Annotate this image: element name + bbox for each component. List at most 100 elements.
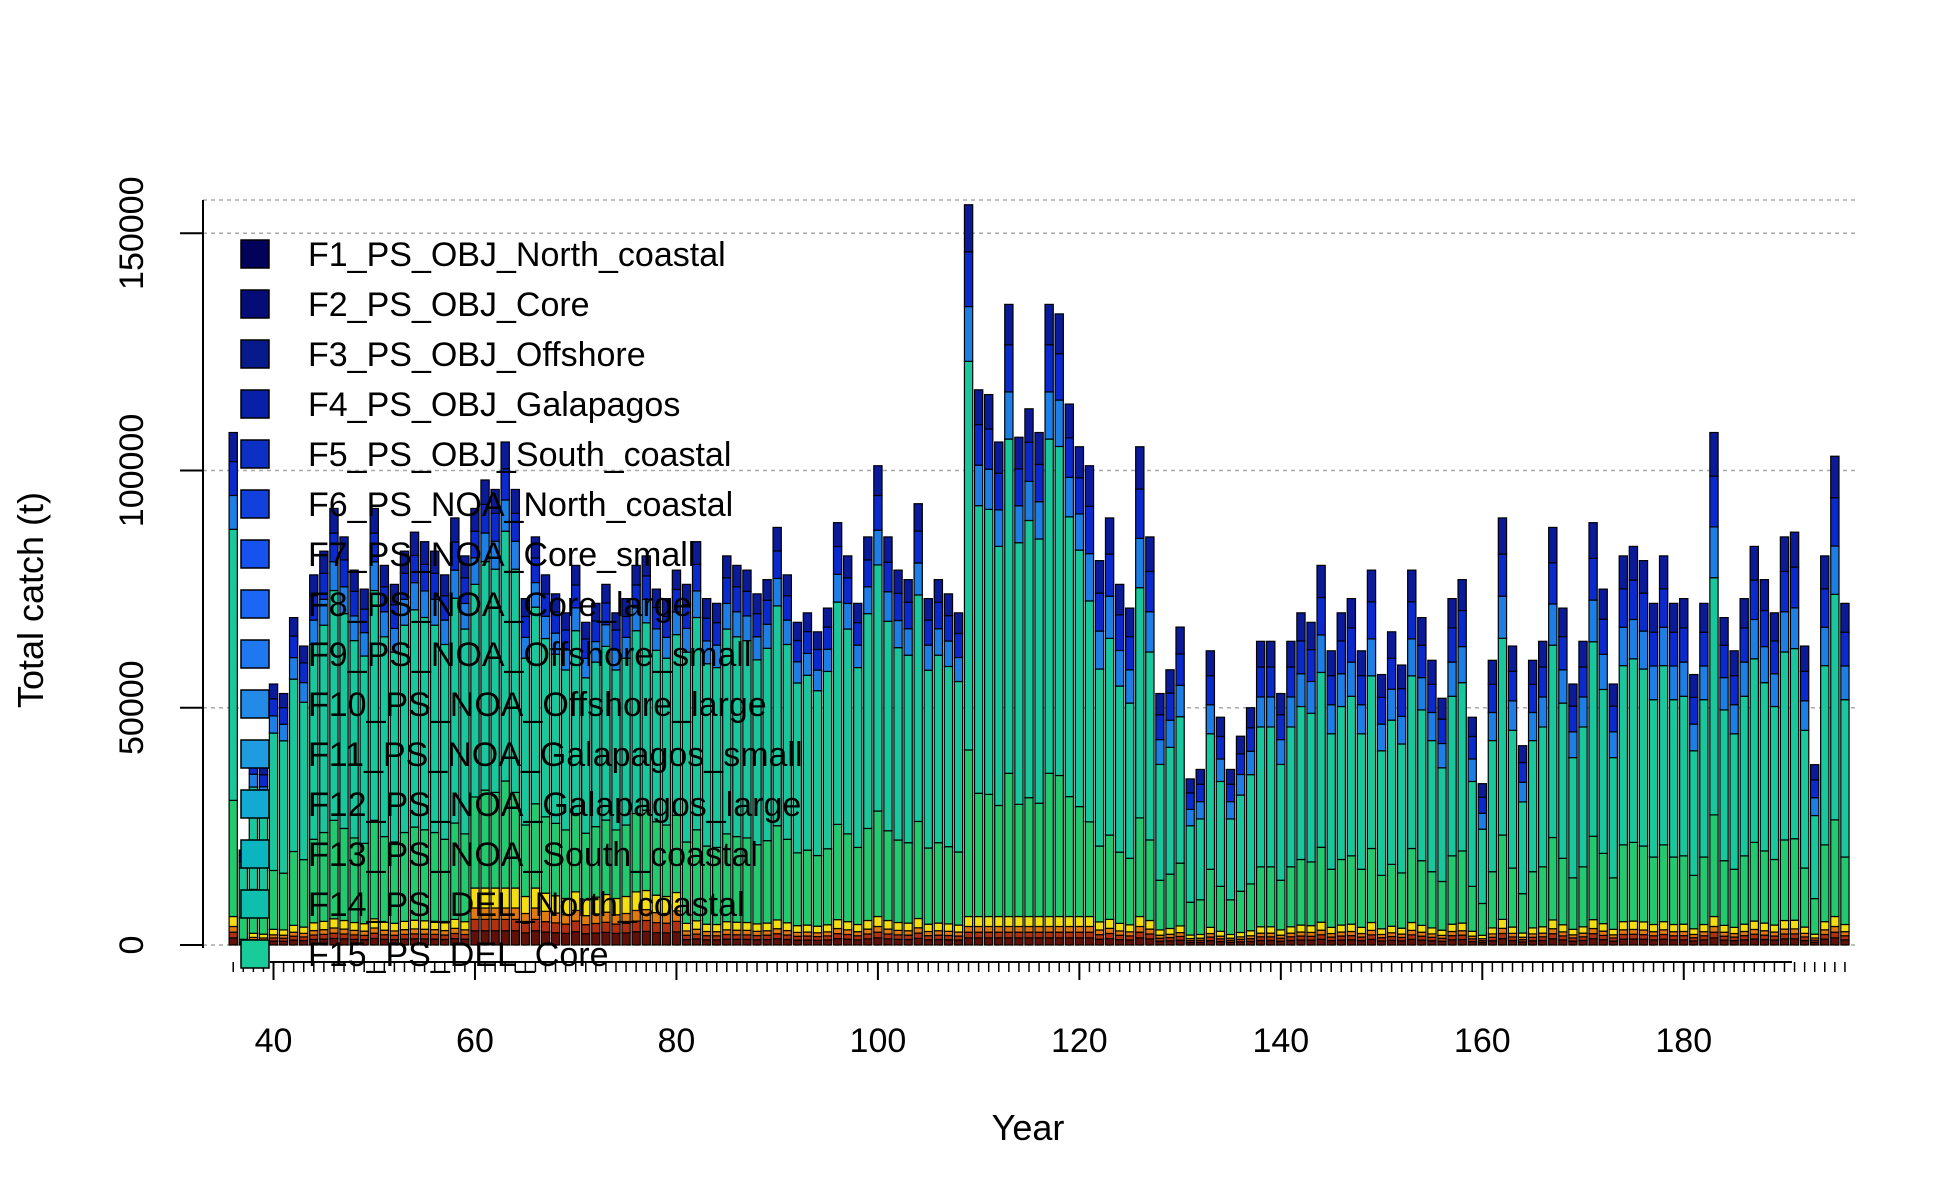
bar-segment [1538, 926, 1548, 934]
bar-segment [1689, 750, 1699, 876]
bar-segment [802, 924, 813, 933]
bar-stack [1165, 669, 1175, 946]
bar-segment [812, 854, 823, 927]
bar-stack [581, 621, 591, 946]
bar-segment [1417, 860, 1427, 926]
bar-stack [309, 574, 319, 946]
bar-segment [309, 574, 319, 597]
bar-stack [1820, 555, 1830, 946]
bar-segment [1276, 879, 1286, 931]
bar-segment [1679, 939, 1689, 946]
bar-segment [1175, 626, 1185, 655]
bar-segment [1386, 925, 1397, 934]
bar-segment [1588, 835, 1598, 921]
bar-segment [1679, 627, 1689, 663]
bar-stack [369, 507, 379, 946]
bar-segment [772, 919, 782, 930]
bar-segment [1548, 928, 1558, 935]
bar-segment [1739, 695, 1749, 857]
bar-segment [873, 810, 883, 918]
bar-segment [1447, 695, 1457, 857]
bar-segment [973, 505, 984, 794]
bar-segment [1658, 844, 1669, 923]
bar-segment [963, 937, 974, 946]
bar-segment [1709, 915, 1719, 928]
bar-segment [319, 550, 329, 574]
bar-segment [1699, 665, 1709, 701]
bar-segment [973, 937, 984, 946]
bar-segment [1749, 618, 1759, 660]
bar-segment [1155, 714, 1165, 741]
bar-segment [1135, 817, 1145, 918]
bar-segment [1064, 403, 1075, 439]
bar-stack [903, 579, 913, 946]
bar-segment [812, 631, 823, 651]
bar-segment [903, 842, 913, 924]
bar-segment [701, 597, 712, 619]
bar-segment [1477, 796, 1488, 814]
bar-segment [1759, 579, 1770, 612]
bar-segment [1326, 675, 1336, 706]
bar-segment [591, 922, 601, 934]
bar-segment [550, 593, 561, 613]
bar-segment [550, 922, 561, 934]
bar-segment [1538, 866, 1548, 928]
bar-stack [1205, 650, 1216, 946]
bar-stack [1084, 465, 1095, 946]
bar-segment [853, 935, 863, 941]
bar-segment [1044, 931, 1054, 939]
bar-segment [1356, 675, 1367, 706]
bar-segment [601, 583, 611, 604]
bar-stack [772, 526, 782, 946]
bar-segment [1276, 763, 1286, 881]
bar-segment [772, 550, 782, 580]
bar-segment [1689, 696, 1699, 725]
bar-segment [1769, 939, 1780, 946]
bar-segment [1457, 850, 1467, 924]
bar-stack [1306, 621, 1316, 946]
bar-segment [1799, 939, 1810, 946]
legend-swatch [240, 339, 270, 369]
bar-segment [762, 934, 772, 941]
bar-stack [359, 588, 369, 946]
bar-segment [1417, 644, 1427, 679]
bar-segment [822, 931, 833, 937]
bar-segment [1598, 939, 1608, 946]
bar-stack [1709, 431, 1719, 946]
bar-segment [1759, 930, 1770, 936]
bar-stack [530, 536, 541, 946]
bar-segment [1346, 661, 1357, 697]
bar-segment [973, 931, 984, 939]
bar-segment [470, 507, 480, 532]
bar-segment [863, 933, 873, 940]
bar-segment [1779, 570, 1790, 613]
bar-segment [1145, 611, 1155, 653]
bar-segment [268, 869, 279, 930]
bar-segment [1588, 522, 1598, 560]
bar-stack [1255, 640, 1266, 946]
bar-segment [1316, 634, 1326, 674]
bar-segment [782, 595, 792, 621]
bar-segment [1044, 438, 1054, 774]
legend-swatch [240, 289, 270, 319]
bar-segment [1366, 934, 1377, 940]
bar-segment [1054, 445, 1064, 777]
bar-segment [299, 859, 309, 928]
bar-segment [1699, 699, 1709, 858]
bar-segment [963, 915, 974, 928]
bar-segment [1437, 767, 1447, 883]
bar-segment [1568, 705, 1578, 733]
bar-segment [1608, 877, 1618, 930]
bar-segment [1799, 670, 1810, 702]
bar-segment [842, 628, 853, 835]
bar-segment [460, 929, 470, 936]
bar-segment [963, 204, 974, 253]
bar-segment [863, 586, 873, 615]
bar-segment [994, 931, 1004, 939]
bar-segment [1004, 391, 1014, 440]
bar-segment [1165, 873, 1175, 930]
bar-segment [832, 522, 843, 548]
bar-segment [943, 930, 954, 937]
bar-segment [913, 503, 923, 532]
bar-segment [893, 934, 903, 940]
